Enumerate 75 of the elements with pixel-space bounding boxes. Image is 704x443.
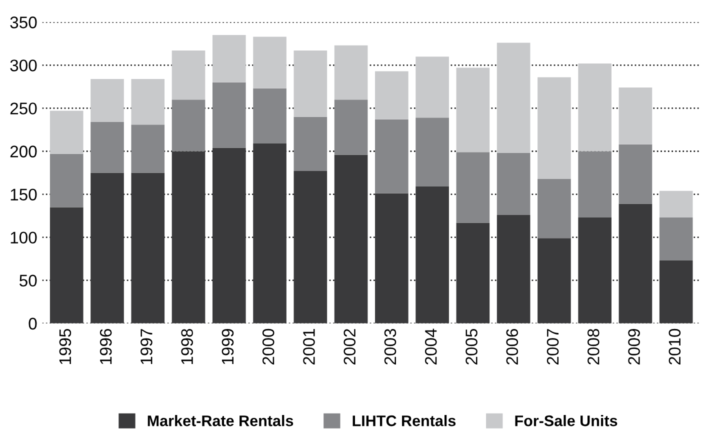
legend-label: For-Sale Units <box>515 415 618 426</box>
legend-label: LIHTC Rentals <box>352 415 456 426</box>
x-tick-label: 2007 <box>546 329 559 364</box>
bar <box>416 186 449 324</box>
x-tick-label: 1997 <box>140 329 152 364</box>
bar <box>90 172 124 324</box>
x-tick-label: 2000 <box>262 328 274 364</box>
x-tick-label: 1999 <box>222 329 234 364</box>
bar <box>659 190 693 218</box>
x-tick-label: 1995 <box>59 328 72 364</box>
y-tick-label: 0 <box>28 318 37 330</box>
x-tick-label: 1996 <box>100 328 112 364</box>
bar <box>294 171 328 324</box>
bar <box>618 144 652 204</box>
bar <box>375 119 408 194</box>
bar <box>90 122 124 173</box>
bar <box>496 42 530 153</box>
bar <box>131 172 165 324</box>
bar <box>496 214 530 324</box>
bar <box>334 100 368 155</box>
bar <box>618 204 652 324</box>
bar <box>659 260 693 324</box>
bar <box>50 207 84 324</box>
x-tick-label: 2004 <box>424 328 437 364</box>
y-tick-label: 250 <box>10 102 37 114</box>
bar <box>253 36 286 88</box>
bar <box>172 100 206 152</box>
bar <box>253 144 286 324</box>
bar <box>172 151 206 324</box>
y-tick-label: 200 <box>10 146 37 158</box>
bar <box>131 78 165 125</box>
y-tick-label: 350 <box>10 16 37 28</box>
bar <box>456 152 490 223</box>
bar <box>618 88 652 144</box>
bar <box>172 50 206 100</box>
bar <box>456 222 490 324</box>
bar <box>212 82 246 148</box>
bar <box>578 63 612 152</box>
y-tick-label: 150 <box>10 188 37 200</box>
x-tick-label: 2009 <box>628 329 640 364</box>
x-tick-label: 2006 <box>506 328 518 364</box>
bar <box>578 151 612 218</box>
x-tick-label: 2001 <box>303 329 315 364</box>
x-tick-label: 2005 <box>466 328 478 364</box>
bar <box>496 152 530 215</box>
bar <box>212 148 246 324</box>
bar <box>50 110 84 154</box>
bar <box>578 218 612 324</box>
bar <box>416 56 449 118</box>
bar <box>212 35 246 82</box>
bar <box>294 50 328 117</box>
legend-label: Market-Rate Rentals <box>148 415 294 426</box>
bar <box>456 68 490 152</box>
bar <box>334 154 368 324</box>
bar <box>334 45 368 100</box>
bar <box>90 78 124 122</box>
bar <box>375 71 408 120</box>
bar <box>538 77 571 179</box>
bar <box>538 178 571 238</box>
x-tick-label: 2003 <box>384 328 396 364</box>
x-tick-label: 2002 <box>344 329 356 364</box>
bar <box>375 193 408 324</box>
bar <box>538 238 571 324</box>
y-tick-label: 100 <box>10 232 37 244</box>
bar <box>253 88 286 144</box>
x-tick-label: 2010 <box>668 328 681 364</box>
y-tick-label: 300 <box>10 60 37 72</box>
x-tick-label: 2008 <box>588 328 600 364</box>
y-tick-label: 50 <box>20 274 37 287</box>
bar <box>131 124 165 173</box>
bar <box>294 116 328 172</box>
bar <box>659 218 693 261</box>
bar <box>416 118 449 187</box>
bar <box>50 154 84 208</box>
x-tick-label: 1998 <box>181 328 193 364</box>
